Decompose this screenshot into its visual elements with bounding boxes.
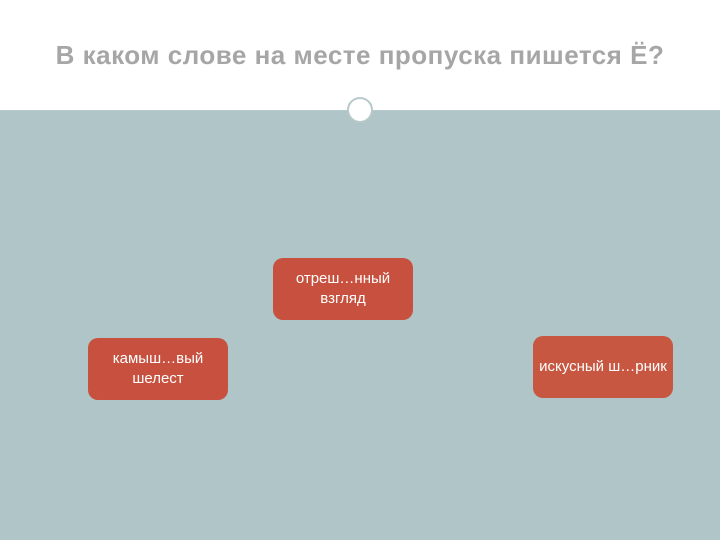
option-right[interactable]: искусный ш…рник [533, 336, 673, 398]
option-right-label: искусный ш…рник [539, 357, 667, 377]
content-area: отреш…нный взгляд камыш…вый шелест искус… [0, 111, 720, 540]
option-upper-label: отреш…нный взгляд [279, 269, 407, 310]
option-left[interactable]: камыш…вый шелест [88, 338, 228, 400]
slide-title: В каком слове на месте пропуска пишется … [56, 40, 665, 71]
header-area: В каком слове на месте пропуска пишется … [0, 0, 720, 110]
option-upper[interactable]: отреш…нный взгляд [273, 258, 413, 320]
option-left-label: камыш…вый шелест [94, 349, 222, 390]
circle-ornament [347, 97, 373, 123]
